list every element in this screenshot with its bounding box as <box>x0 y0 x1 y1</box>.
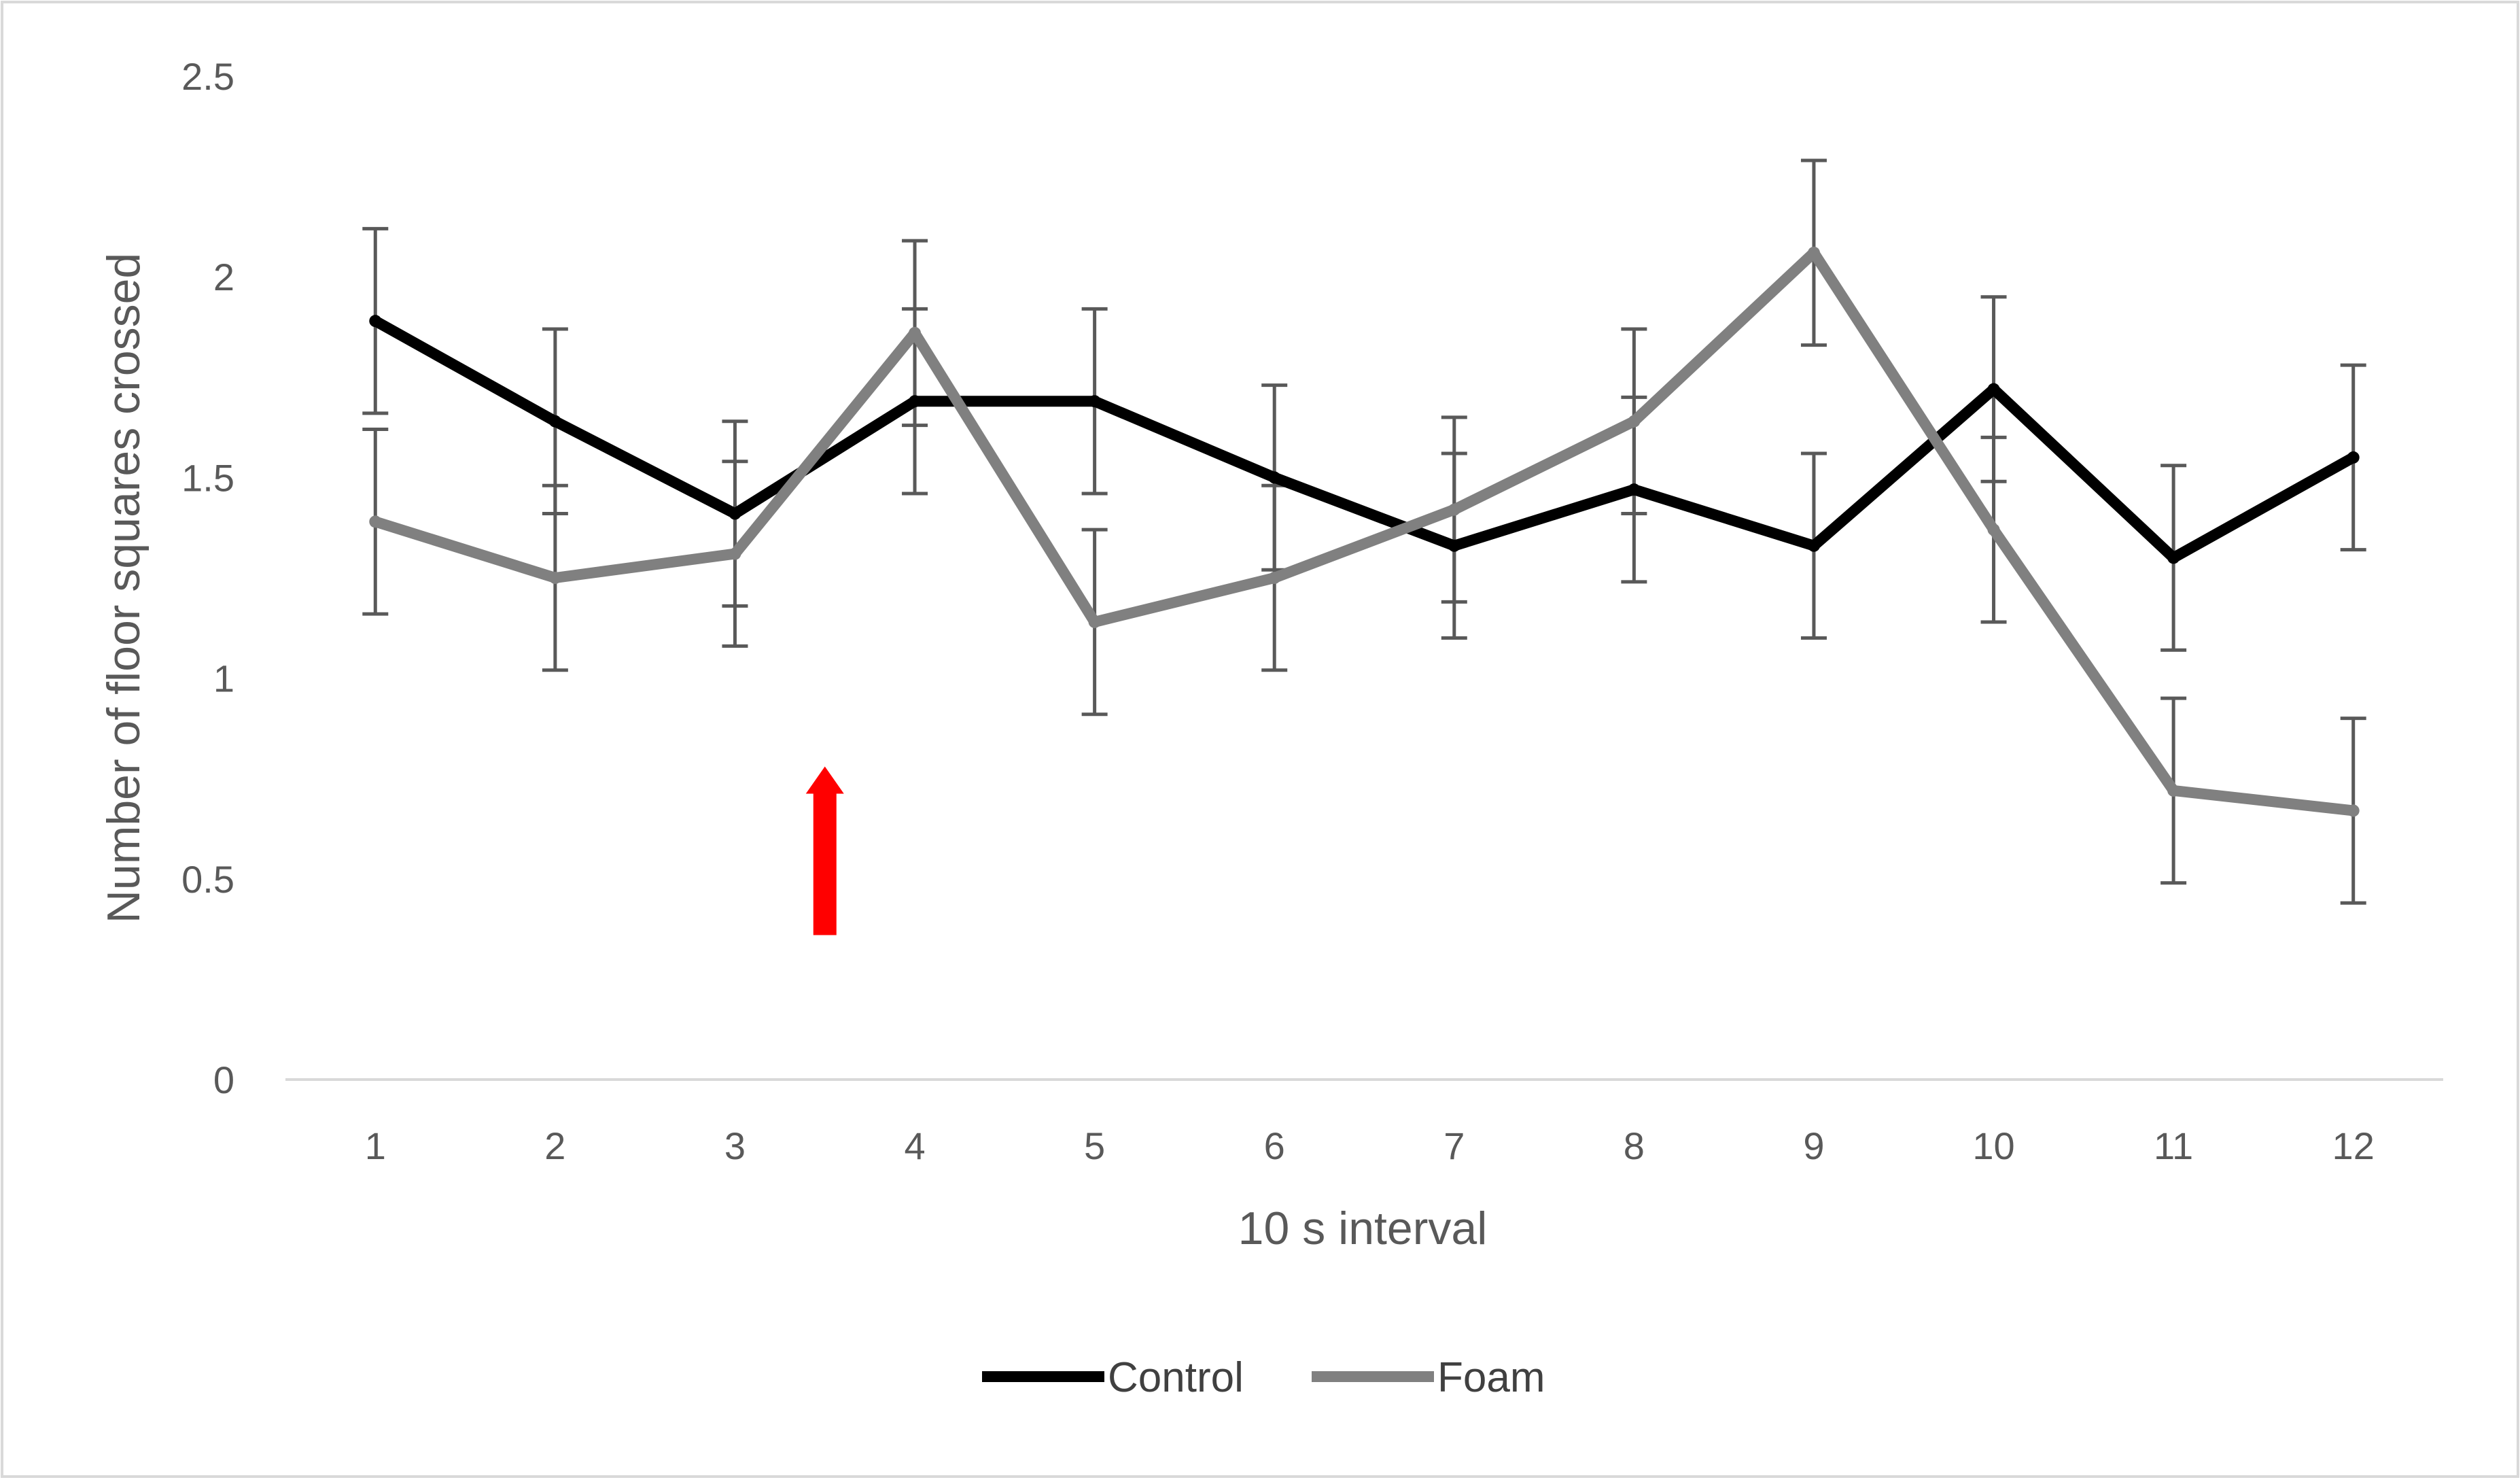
x-tick-label: 3 <box>724 1124 746 1167</box>
x-tick-label: 1 <box>365 1124 386 1167</box>
data-point-foam <box>909 326 922 339</box>
series-line-control <box>370 315 2359 564</box>
data-point-control <box>548 415 561 428</box>
x-tick-label: 8 <box>1624 1124 1645 1167</box>
data-point-foam <box>369 515 382 528</box>
legend-label-foam: Foam <box>1437 1354 1545 1401</box>
data-point-control <box>2167 551 2180 564</box>
x-tick-label: 12 <box>2332 1124 2375 1167</box>
data-point-control <box>1088 395 1101 408</box>
data-point-control <box>729 507 741 520</box>
data-point-foam <box>2167 784 2180 797</box>
data-point-foam <box>548 572 561 584</box>
y-tick-label: 2 <box>213 256 234 298</box>
red-arrow-annotation <box>805 766 844 935</box>
data-point-control <box>1628 483 1641 496</box>
data-point-foam <box>2347 804 2360 817</box>
x-tick-label: 9 <box>1803 1124 1824 1167</box>
y-axis-title: Number of floor squares crossed <box>98 253 150 923</box>
x-tick-label: 11 <box>2154 1124 2193 1167</box>
x-tick-label: 6 <box>1264 1124 1285 1167</box>
x-tick-label: 4 <box>904 1124 925 1167</box>
data-point-control <box>1268 471 1281 484</box>
data-point-foam <box>1448 503 1460 516</box>
data-point-foam <box>729 547 741 560</box>
data-point-control <box>1987 383 2000 396</box>
data-point-foam <box>1268 572 1281 584</box>
y-tick-label: 0 <box>213 1058 234 1101</box>
data-point-control <box>1807 539 1820 552</box>
legend: Control Foam <box>982 1354 1545 1401</box>
y-tick-label: 0.5 <box>181 858 234 901</box>
series-line-foam <box>370 247 2359 816</box>
y-tick-label: 2.5 <box>181 55 234 98</box>
data-point-foam <box>1088 615 1101 628</box>
x-tick-label: 2 <box>544 1124 565 1167</box>
data-point-foam <box>1628 415 1641 428</box>
data-point-foam <box>1807 246 1820 259</box>
y-tick-label: 1.5 <box>181 456 234 499</box>
data-point-control <box>2347 451 2360 464</box>
data-point-foam <box>1987 523 2000 536</box>
y-tick-label: 1 <box>213 657 234 700</box>
data-point-control <box>909 395 922 408</box>
data-point-control <box>1448 539 1460 552</box>
x-tick-label: 5 <box>1084 1124 1105 1167</box>
data-point-control <box>369 315 382 328</box>
x-tick-label: 10 <box>1972 1124 2014 1167</box>
x-tick-label: 7 <box>1443 1124 1465 1167</box>
legend-label-control: Control <box>1108 1354 1244 1401</box>
x-axis-title: 10 s interval <box>1238 1203 1488 1254</box>
